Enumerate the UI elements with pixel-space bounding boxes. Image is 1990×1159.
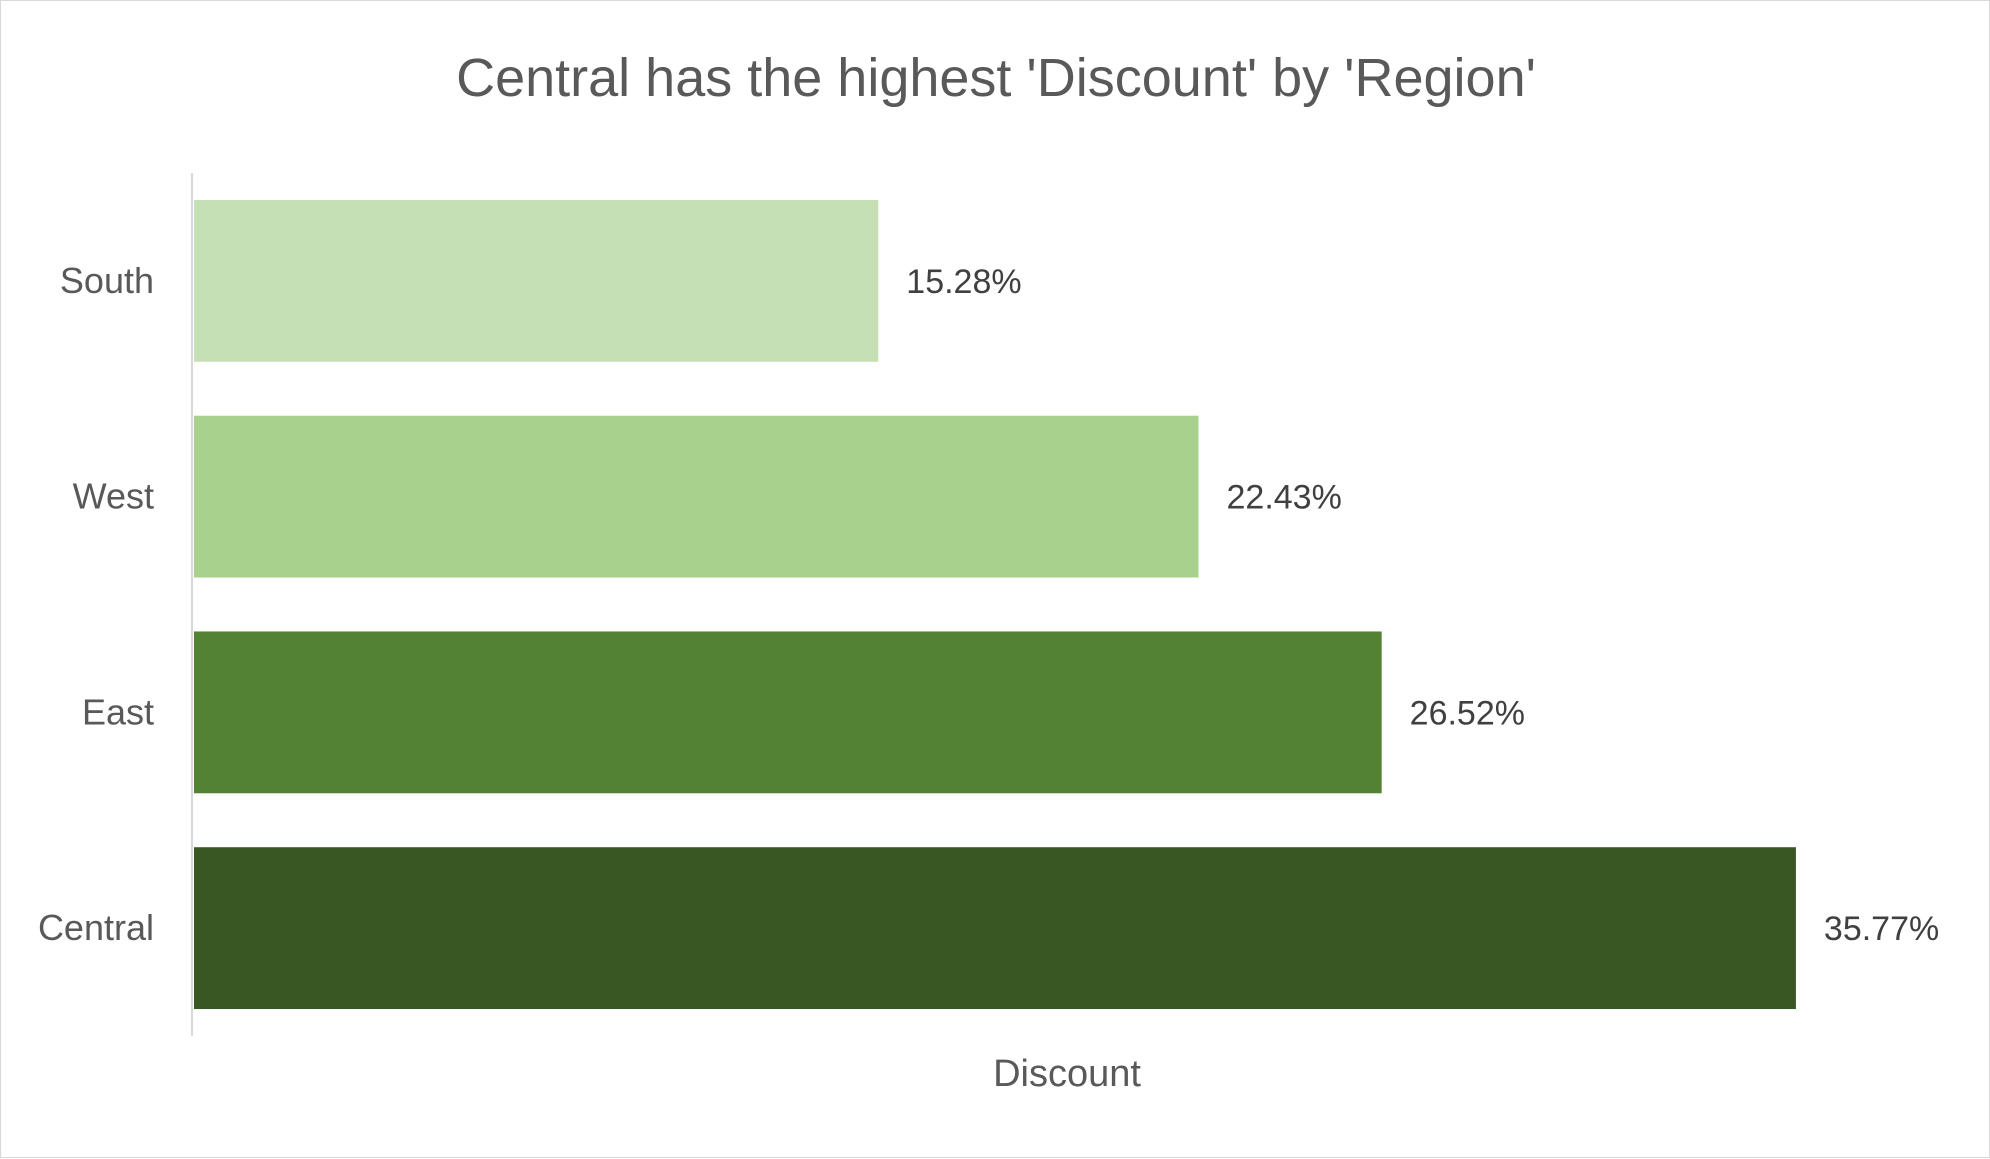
- data-label-central: 35.77%: [1824, 910, 1939, 948]
- bar-central: [194, 847, 1796, 1010]
- bar-west: [194, 415, 1199, 578]
- data-label-south: 15.28%: [906, 263, 1021, 301]
- category-label-south: South: [60, 260, 154, 301]
- category-label-central: Central: [38, 907, 154, 948]
- x-axis-title: Discount: [993, 1053, 1141, 1095]
- bar-south: [194, 199, 879, 362]
- chart-title: Central has the highest 'Discount' by 'R…: [456, 48, 1536, 108]
- bars-group: South 15.28% West 22.43% East 26.52% Central 35…: [38, 199, 1939, 1010]
- bar-east: [194, 631, 1382, 794]
- data-label-west: 22.43%: [1227, 479, 1342, 517]
- data-label-east: 26.52%: [1410, 694, 1525, 732]
- category-label-east: East: [82, 691, 154, 732]
- category-label-west: West: [73, 476, 154, 517]
